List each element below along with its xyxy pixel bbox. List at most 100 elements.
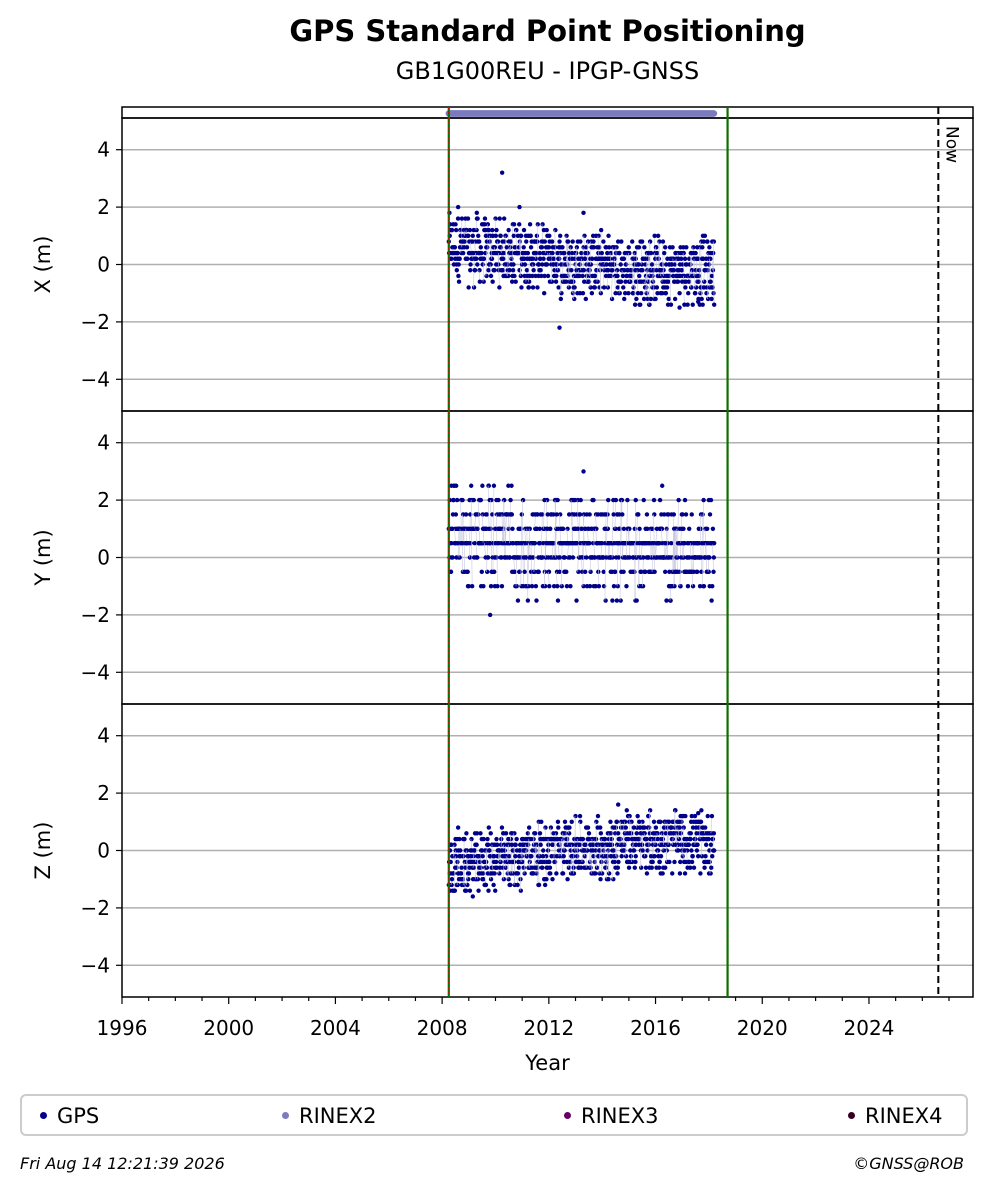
data-point (651, 497, 657, 503)
data-point (457, 555, 462, 560)
connector-line (662, 253, 665, 276)
connector-line (654, 827, 657, 845)
data-point (610, 598, 615, 603)
data-point (465, 569, 470, 575)
connector-line (616, 543, 619, 587)
connector-line (661, 528, 663, 544)
data-point (676, 497, 681, 503)
data-point (526, 279, 532, 284)
data-point (660, 836, 666, 842)
connector-line (704, 528, 707, 544)
data-point (555, 819, 561, 824)
data-point (481, 836, 486, 842)
data-point (626, 245, 631, 250)
data-point (526, 825, 532, 830)
data-point (699, 854, 705, 859)
data-point (591, 497, 596, 503)
data-point (707, 859, 712, 865)
data-point (585, 848, 590, 853)
data-point (547, 233, 552, 238)
data-point (545, 848, 551, 853)
data-point (479, 569, 484, 575)
data-point (547, 859, 552, 865)
connector-line (560, 543, 563, 587)
data-point (550, 842, 556, 847)
data-point (608, 250, 613, 256)
data-point (454, 497, 460, 503)
data-point (581, 268, 587, 273)
data-point (652, 854, 657, 859)
data-point (651, 819, 657, 824)
data-point (617, 291, 622, 296)
data-point (548, 871, 553, 876)
data-point (533, 256, 539, 261)
data-point (474, 227, 479, 233)
data-point (556, 285, 561, 290)
data-point (663, 831, 669, 836)
data-point (615, 273, 620, 279)
data-point (460, 877, 466, 882)
data-point (615, 831, 621, 836)
data-point (657, 497, 663, 503)
connector-line (628, 253, 630, 276)
data-point (673, 808, 678, 813)
data-point (470, 894, 476, 899)
data-point (604, 859, 609, 865)
data-point (522, 871, 527, 876)
data-point (644, 836, 649, 842)
data-point (622, 819, 628, 824)
data-point (501, 842, 507, 847)
connector-line (636, 514, 638, 558)
data-point (704, 526, 710, 531)
data-point (587, 512, 592, 517)
data-point (620, 512, 625, 517)
data-point (634, 831, 639, 836)
data-point (566, 239, 571, 244)
data-point (556, 825, 561, 830)
data-point (614, 598, 620, 603)
connector-line (674, 810, 677, 845)
data-point (624, 808, 629, 813)
data-point (619, 854, 624, 859)
connector-line (649, 810, 651, 840)
data-point (562, 819, 568, 824)
data-point (639, 842, 645, 847)
data-point (464, 831, 469, 836)
y-tick-label-x: 0 (97, 253, 110, 277)
data-point (683, 813, 688, 819)
y-tick-label-x: 2 (97, 195, 110, 219)
connector-line (459, 528, 462, 544)
data-point (611, 877, 616, 882)
data-point (691, 865, 697, 870)
connector-line (508, 253, 510, 271)
data-point (511, 233, 516, 238)
connector-line (626, 253, 628, 271)
x-tick-label: 2016 (630, 1016, 681, 1040)
data-point (514, 227, 519, 233)
data-point (550, 250, 555, 256)
data-point (546, 569, 552, 575)
connector-line (454, 528, 456, 544)
data-point (606, 268, 611, 273)
data-point (711, 540, 717, 546)
data-point (486, 825, 492, 830)
data-point (585, 239, 591, 244)
connector-line (536, 224, 539, 265)
legend-item-rinex3: RINEX3 (564, 1104, 659, 1128)
data-point (467, 227, 473, 233)
data-point (582, 854, 588, 859)
data-point (709, 813, 715, 819)
data-point (646, 813, 651, 819)
legend-label-rinex2: RINEX2 (299, 1104, 377, 1128)
connector-line (677, 500, 679, 544)
connector-line (712, 833, 715, 851)
data-point (481, 877, 486, 882)
data-point (568, 584, 573, 589)
data-point (459, 871, 464, 876)
data-point (708, 256, 713, 261)
data-point (692, 813, 698, 819)
data-point (632, 526, 637, 531)
data-point (471, 497, 476, 503)
data-point (501, 497, 507, 503)
data-point (498, 859, 503, 865)
